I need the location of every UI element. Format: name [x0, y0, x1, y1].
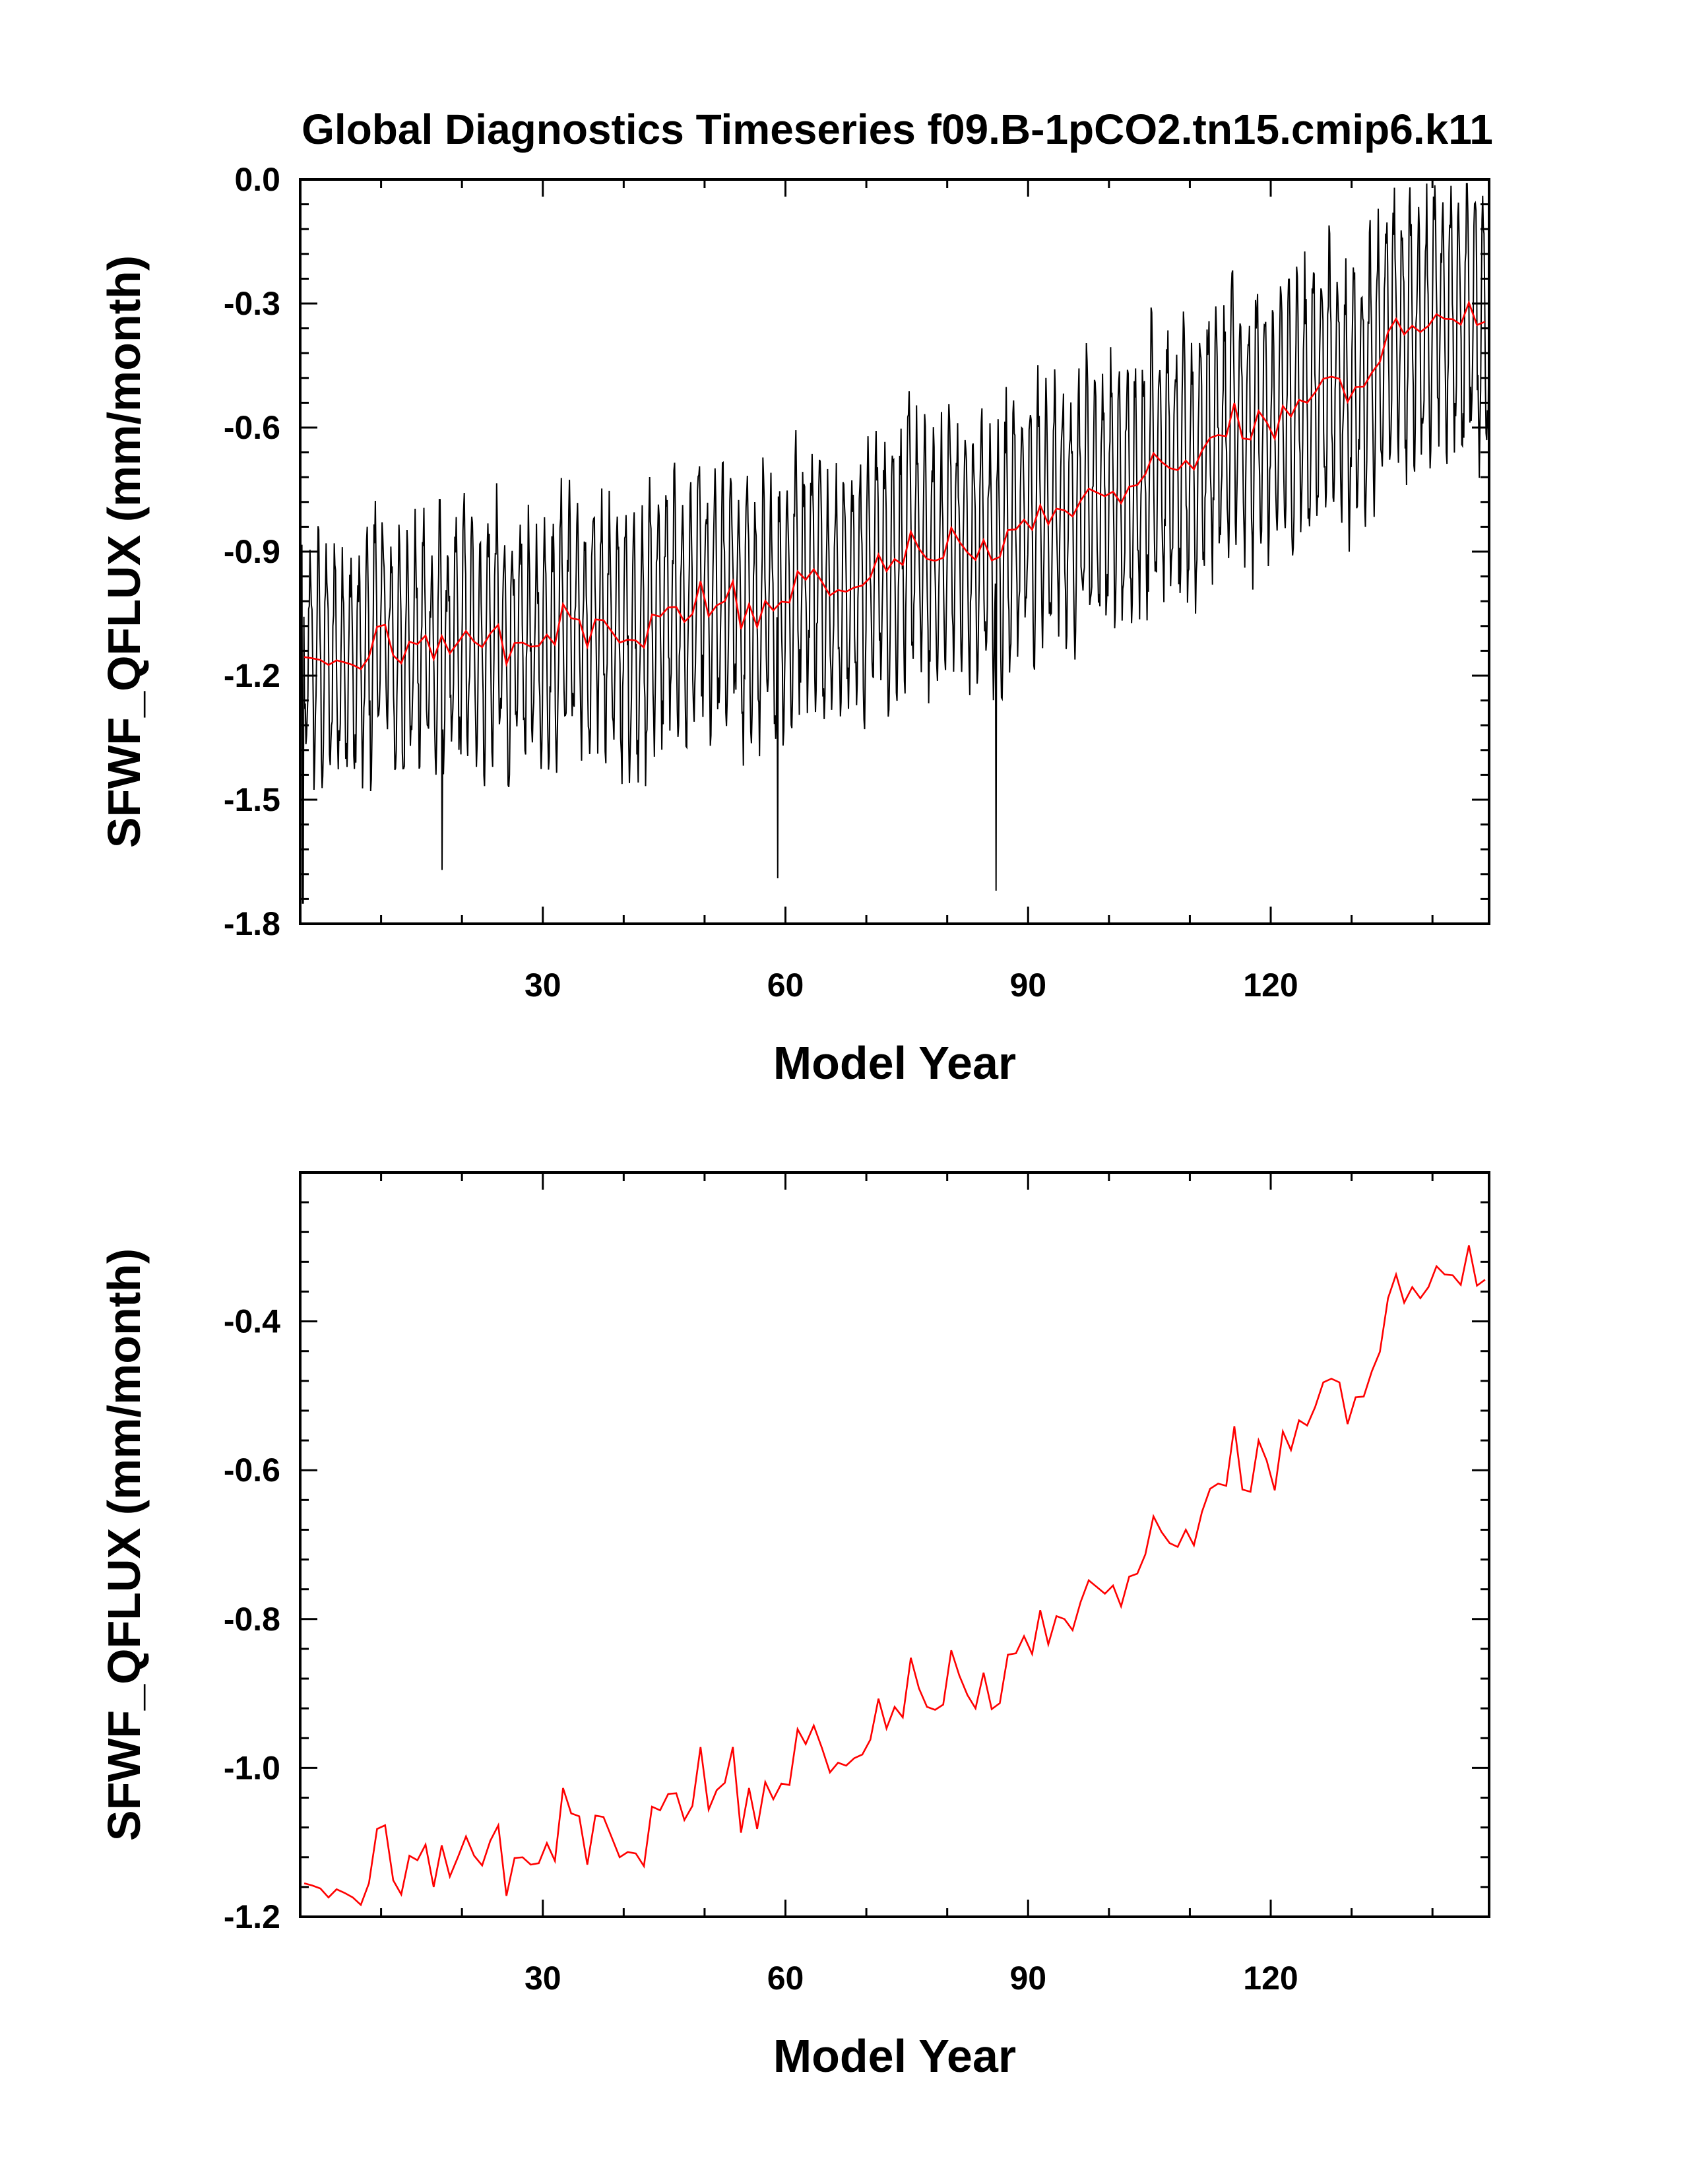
top-x-tick-label: 60 — [767, 967, 804, 1004]
top-panel-y-tick-labels: -1.8 -1.5 -1.2 -0.9 -0.6 -0.3 0.0 — [224, 161, 280, 942]
top-y-tick-label: -0.3 — [224, 285, 280, 322]
top-y-tick-label: 0.0 — [234, 161, 280, 198]
top-x-tick-label: 30 — [525, 967, 561, 1004]
bottom-y-tick-label: -0.4 — [224, 1303, 280, 1340]
chart-title: Global Diagnostics Timeseries f09.B-1pCO… — [302, 106, 1493, 153]
bottom-annual-series-line — [303, 1245, 1486, 1907]
top-annual-series-line — [303, 300, 1486, 670]
bottom-x-tick-label: 30 — [525, 1960, 561, 1997]
bottom-y-tick-label: -1.0 — [224, 1749, 280, 1786]
top-x-tick-label: 120 — [1243, 967, 1298, 1004]
top-y-tick-label: -0.9 — [224, 533, 280, 570]
bottom-x-axis-title: Model Year — [773, 2030, 1016, 2082]
top-panel: -1.8 -1.5 -1.2 -0.9 -0.6 -0.3 0.0 30 60 90 120 Mo… — [98, 161, 1490, 1089]
bottom-x-tick-label: 60 — [767, 1960, 804, 1997]
top-y-tick-label: -1.2 — [224, 657, 280, 694]
bottom-panel-ticks — [300, 1171, 1489, 1918]
bottom-panel-frame — [299, 1171, 1490, 1918]
top-y-tick-label: -1.5 — [224, 781, 280, 818]
top-panel-x-tick-labels: 30 60 90 120 — [525, 967, 1298, 1004]
top-monthly-series-line — [300, 183, 1490, 904]
bottom-y-tick-label: -1.2 — [224, 1898, 280, 1935]
bottom-panel-y-tick-labels: -1.2 -1.0 -0.8 -0.6 -0.4 — [224, 1303, 280, 1935]
bottom-x-tick-label: 120 — [1243, 1960, 1298, 1997]
top-y-axis-title: SFWF_QFLUX (mm/month) — [98, 255, 150, 848]
top-y-tick-label: -1.8 — [224, 905, 280, 942]
bottom-y-axis-title: SFWF_QFLUX (mm/month) — [98, 1248, 150, 1841]
top-x-tick-label: 90 — [1009, 967, 1046, 1004]
bottom-x-tick-label: 90 — [1009, 1960, 1046, 1997]
bottom-panel-x-tick-labels: 30 60 90 120 — [525, 1960, 1298, 1997]
bottom-y-tick-label: -0.6 — [224, 1452, 280, 1489]
bottom-panel: -1.2 -1.0 -0.8 -0.6 -0.4 30 60 90 120 Model Yea… — [98, 1171, 1490, 2082]
bottom-y-tick-label: -0.8 — [224, 1601, 280, 1638]
top-panel-frame — [299, 178, 1490, 925]
top-y-tick-label: -0.6 — [224, 409, 280, 446]
top-x-axis-title: Model Year — [773, 1037, 1016, 1089]
